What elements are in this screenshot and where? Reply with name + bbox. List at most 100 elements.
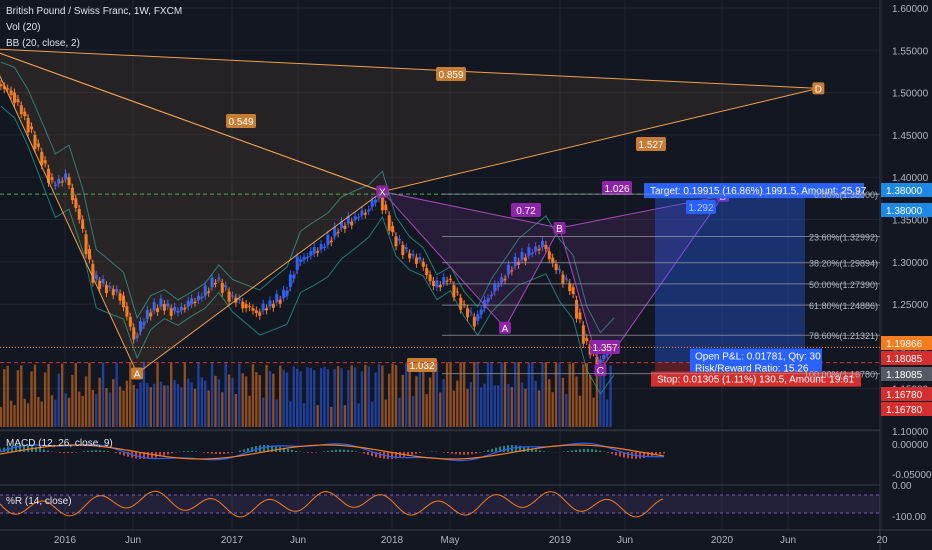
volume-bar: [428, 377, 432, 427]
fib-label: 0.00%(1.38000): [814, 190, 878, 200]
volume-bar: [432, 362, 435, 427]
volume-bar: [313, 370, 316, 427]
volume-bar: [554, 363, 558, 427]
macd-hist-bar: [503, 445, 505, 452]
volume-bar: [3, 369, 6, 427]
bb-lower: [0, 105, 615, 395]
macd-hist-bar: [211, 452, 213, 454]
candle-body: [0, 84, 3, 87]
volume-bar: [268, 370, 272, 427]
candle-body: [265, 308, 269, 311]
candle-body: [200, 296, 204, 298]
macd-hist-bar: [355, 451, 357, 452]
candle-body: [152, 302, 156, 311]
harmonic-pattern[interactable]: XABDXABCD0.8590.5491.5271.0260.721.2921.…: [0, 43, 825, 381]
macd-hist-bar: [35, 447, 37, 452]
volume-bar: [510, 386, 514, 427]
volume-bar: [258, 375, 261, 427]
fib-label: 78.60%(1.21321): [809, 331, 878, 341]
macd-hist-bar: [415, 452, 417, 454]
macd-hist-bar: [99, 450, 101, 452]
candle-body: [33, 134, 37, 149]
macd-hist-bar: [371, 452, 373, 457]
volume-bar: [81, 395, 84, 427]
volume-bar: [108, 392, 112, 427]
volume-bar: [43, 372, 47, 427]
candle-body: [357, 217, 361, 219]
price-tag-bg: [881, 402, 932, 416]
candle-body: [479, 309, 483, 315]
candle-body: [537, 249, 541, 251]
candle-body: [186, 301, 190, 307]
volume-bar: [296, 368, 299, 427]
macd-hist-bar: [219, 452, 221, 455]
fib-label: 61.80%(1.24886): [809, 301, 878, 311]
candle-body: [472, 316, 476, 327]
volume-bar: [105, 388, 108, 427]
candle-body: [115, 289, 119, 292]
candle-body: [319, 244, 323, 250]
candle-body: [149, 312, 153, 317]
volume-bar: [37, 396, 40, 427]
candle-body: [179, 306, 183, 311]
volume-bar: [469, 382, 473, 427]
price-axis[interactable]: 1.60000 1.55000 1.50000 1.45000 1.40000 1.350…: [881, 4, 932, 523]
time-axis[interactable]: 2016 Jun 2017 Jun 2018 May 2019 Jun 2020 Jun 20: [54, 535, 888, 546]
volume-bar: [159, 381, 163, 427]
candle-body: [411, 254, 415, 256]
volume-bar: [54, 399, 57, 427]
wr-legend[interactable]: %R (14, close): [6, 496, 72, 507]
candle-body: [401, 244, 405, 256]
volume-bar: [139, 382, 142, 427]
bb-legend[interactable]: BB (20, close, 2): [6, 38, 80, 49]
volume-bar: [377, 364, 381, 427]
price-tag: 1.16780: [886, 405, 923, 416]
macd-hist-bar: [115, 452, 117, 454]
macd-hist-bar: [271, 445, 273, 452]
volume-bar: [40, 401, 43, 427]
ratio-label-bg: [686, 200, 716, 214]
candle-body: [169, 308, 173, 316]
pattern2-point-label: C: [597, 366, 604, 377]
macd-hist-bar: [495, 447, 497, 452]
ratio-label-bg: [602, 181, 632, 195]
macd-hist-bar: [619, 452, 621, 457]
fibonacci-levels: 0.00%(1.38000) 23.60%(1.32992) 38.20%(1.29…: [442, 190, 880, 380]
volume-bar: [595, 364, 599, 427]
chart-title[interactable]: British Pound / Swiss Franc, 1W, FXCM: [6, 6, 183, 17]
macd-hist-bar: [451, 452, 453, 454]
candle-body: [408, 253, 412, 259]
volume-bar: [152, 383, 156, 427]
price-tag: 1.38000: [886, 206, 923, 217]
macd-hist-bar: [67, 452, 69, 454]
candle-body: [575, 299, 579, 319]
volume-bar: [387, 373, 391, 427]
macd-hist-bar: [159, 452, 161, 457]
macd-hist-bar: [571, 450, 573, 452]
candle-body: [227, 291, 231, 302]
macd-hist-bar: [631, 452, 633, 459]
macd-hist-bar: [395, 452, 397, 459]
candle-body: [13, 92, 16, 103]
macd-hist-bar: [203, 452, 205, 453]
long-position-tool[interactable]: Target: 0.19915 (16.86%) 1991.5, Amount:…: [0, 183, 880, 387]
fib-label: 38.20%(1.29894): [809, 259, 878, 269]
risk-reward-label: Risk/Reward Ratio: 15.26: [695, 364, 809, 375]
ratio-label: 1.032: [409, 361, 434, 372]
macd-hist-bar: [287, 448, 289, 452]
candle-body: [598, 359, 602, 364]
candle-body: [346, 215, 350, 224]
volume-legend[interactable]: Vol (20): [6, 22, 41, 33]
candle-body: [251, 308, 255, 311]
volume-bar: [33, 364, 37, 427]
macd-legend[interactable]: MACD (12, 26, close, 9): [6, 438, 113, 449]
macd-hist-bar: [607, 452, 609, 453]
candle-body: [207, 291, 211, 293]
macd-hist-bar: [143, 452, 145, 460]
candle-body: [142, 322, 146, 326]
time-tick-label: 2016: [54, 535, 77, 546]
volume-bar: [452, 390, 456, 427]
candle-body: [40, 151, 44, 166]
volume-bar: [605, 399, 609, 427]
